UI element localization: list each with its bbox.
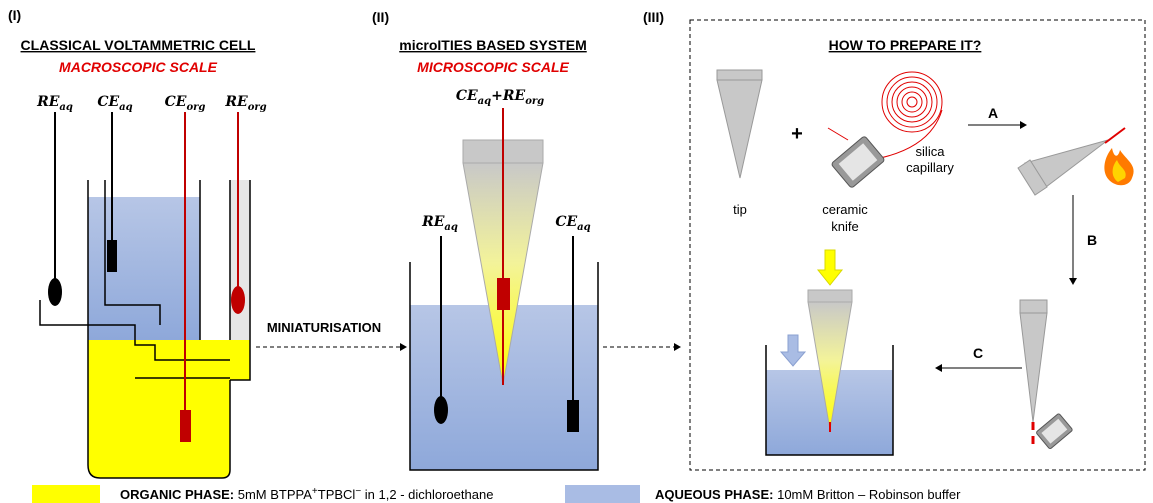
item-label: tip	[733, 202, 747, 217]
text-part: org	[248, 102, 267, 113]
electrode	[567, 400, 579, 432]
cell-wall	[104, 180, 251, 381]
text-part: +	[312, 486, 318, 497]
plus: +	[791, 123, 803, 145]
electrode	[48, 278, 62, 306]
text-part: org	[525, 96, 544, 107]
legend-swatch	[565, 485, 640, 503]
text-part: CE	[165, 94, 187, 110]
arrow-head	[935, 364, 942, 372]
text-part: CE	[97, 94, 119, 110]
text-part: RE	[421, 214, 445, 230]
frit	[230, 180, 250, 340]
arrow-head	[1069, 278, 1077, 285]
text-part: CE	[555, 214, 577, 230]
step-label: A	[988, 105, 998, 121]
panel-label: (II)	[372, 9, 389, 25]
text-part: 10mM Britton – Robinson buffer	[777, 487, 961, 502]
text-part: in 1,2 - dichloroethane	[361, 487, 493, 502]
item-label: knife	[831, 219, 858, 234]
panel-subtitle: MICROSCOPIC SCALE	[417, 59, 569, 75]
item-label: capillary	[906, 160, 954, 175]
knife-blade	[838, 143, 878, 181]
organic-phase	[88, 340, 250, 478]
text-part: aq	[119, 102, 132, 113]
coil	[896, 86, 928, 118]
text-part: RE	[502, 88, 526, 104]
arrow-head	[674, 343, 681, 351]
transition-label: MINIATURISATION	[267, 320, 381, 335]
panel-title: CLASSICAL VOLTAMMETRIC CELL	[21, 37, 256, 53]
arrow-head	[1020, 121, 1027, 129]
panel-label: (I)	[8, 7, 21, 23]
aqueous-phase	[88, 197, 200, 340]
panel-label: (III)	[643, 9, 664, 25]
electrode	[231, 286, 245, 314]
knife	[1036, 413, 1073, 449]
electrode	[434, 396, 448, 424]
flame-core	[1112, 160, 1126, 182]
electrode	[107, 240, 117, 272]
legend-text: AQUEOUS PHASE: 10mM Britton – Robinson b…	[655, 487, 961, 502]
text-part: AQUEOUS PHASE:	[655, 487, 773, 502]
panel-subtitle: MACROSCOPIC SCALE	[59, 59, 218, 75]
text-part: aq	[577, 222, 590, 233]
text-part: RE	[224, 94, 248, 110]
text-part: 5mM BTPPA	[238, 487, 312, 502]
electrode	[180, 410, 191, 442]
panel-title: microITIES BASED SYSTEM	[399, 37, 586, 53]
electrode-label: REorg	[224, 94, 266, 113]
electrode-label: CEaq	[97, 94, 132, 113]
text-part: aq	[59, 102, 72, 113]
coil	[901, 91, 923, 113]
coil	[891, 81, 933, 123]
electrode-label: REaq	[36, 94, 73, 113]
knife	[831, 136, 885, 188]
legend-text: ORGANIC PHASE: 5mM BTPPA+TPBCl− in 1,2 -…	[120, 486, 493, 502]
yellow-arrow	[816, 249, 844, 286]
text-part: aq	[478, 96, 491, 107]
text-part: org	[186, 102, 205, 113]
electrode-label: CEaq+REorg	[456, 88, 544, 107]
electrode	[497, 278, 510, 310]
text-part: RE	[36, 94, 60, 110]
pipette-tip	[716, 79, 763, 179]
panel-frame	[689, 19, 1146, 471]
electrode-label: CEorg	[165, 94, 206, 113]
pipette-collar	[1017, 159, 1048, 196]
item-label: ceramic	[822, 202, 868, 217]
item-label: silica	[916, 144, 946, 159]
coil	[886, 76, 938, 128]
pipette-collar	[716, 69, 763, 81]
electrode-label: REaq	[421, 214, 458, 233]
pipette-collar	[807, 289, 853, 303]
knife-blade	[1041, 418, 1068, 444]
legend-swatch	[32, 485, 100, 503]
salt-bridge	[39, 300, 230, 379]
text-part: TPBCl	[318, 487, 356, 502]
step-label: C	[973, 345, 983, 361]
blue-arrow	[779, 334, 807, 367]
panel-title: HOW TO PREPARE IT?	[829, 37, 982, 53]
text-part: +	[491, 88, 503, 104]
coil	[881, 71, 943, 133]
text-part: ORGANIC PHASE:	[120, 487, 234, 502]
tilted-tip	[1017, 127, 1126, 196]
text-part: −	[355, 486, 361, 497]
cell-wall	[87, 180, 231, 479]
step-label: B	[1087, 232, 1097, 248]
text-part: CE	[456, 88, 478, 104]
capillary	[1104, 127, 1126, 144]
arrow-head	[400, 343, 407, 351]
beaker	[765, 345, 894, 456]
electrode-label: CEaq	[555, 214, 590, 233]
pipette-collar	[1019, 299, 1048, 314]
coil	[906, 96, 918, 108]
text-part: aq	[444, 222, 457, 233]
beaker	[409, 262, 599, 471]
pipette-tip	[1019, 312, 1048, 423]
